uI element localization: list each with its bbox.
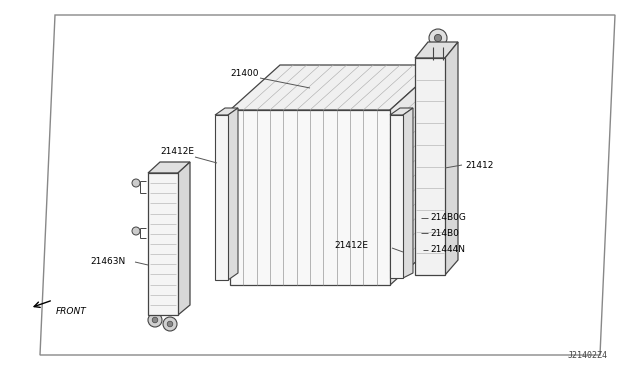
- Polygon shape: [178, 162, 190, 315]
- Text: 21412E: 21412E: [160, 148, 194, 157]
- Polygon shape: [230, 65, 440, 110]
- Text: FRONT: FRONT: [56, 308, 87, 317]
- Circle shape: [435, 34, 442, 42]
- Polygon shape: [148, 162, 190, 173]
- Circle shape: [413, 216, 417, 220]
- Text: 214B0G: 214B0G: [430, 214, 466, 222]
- Polygon shape: [215, 115, 228, 280]
- Circle shape: [148, 313, 162, 327]
- Polygon shape: [390, 115, 403, 278]
- Circle shape: [429, 29, 447, 47]
- Polygon shape: [390, 65, 440, 285]
- Circle shape: [152, 317, 158, 323]
- Text: 21412E: 21412E: [334, 241, 368, 250]
- Polygon shape: [415, 58, 445, 275]
- Text: 214B0: 214B0: [430, 228, 459, 237]
- FancyBboxPatch shape: [406, 244, 424, 263]
- Text: J21402Z4: J21402Z4: [568, 351, 608, 360]
- Polygon shape: [390, 108, 413, 115]
- Circle shape: [410, 213, 420, 223]
- Polygon shape: [445, 42, 458, 275]
- Text: 21444N: 21444N: [430, 246, 465, 254]
- Polygon shape: [403, 108, 413, 278]
- Polygon shape: [215, 108, 238, 115]
- Polygon shape: [148, 173, 178, 315]
- Text: 21412: 21412: [465, 160, 493, 170]
- Polygon shape: [228, 108, 238, 280]
- Circle shape: [167, 321, 173, 327]
- Circle shape: [132, 227, 140, 235]
- Circle shape: [413, 231, 417, 235]
- Circle shape: [410, 228, 420, 238]
- Polygon shape: [230, 110, 390, 285]
- Circle shape: [163, 317, 177, 331]
- Text: 21463N: 21463N: [90, 257, 125, 266]
- Text: 21400: 21400: [230, 68, 259, 77]
- Polygon shape: [415, 42, 458, 58]
- Circle shape: [132, 179, 140, 187]
